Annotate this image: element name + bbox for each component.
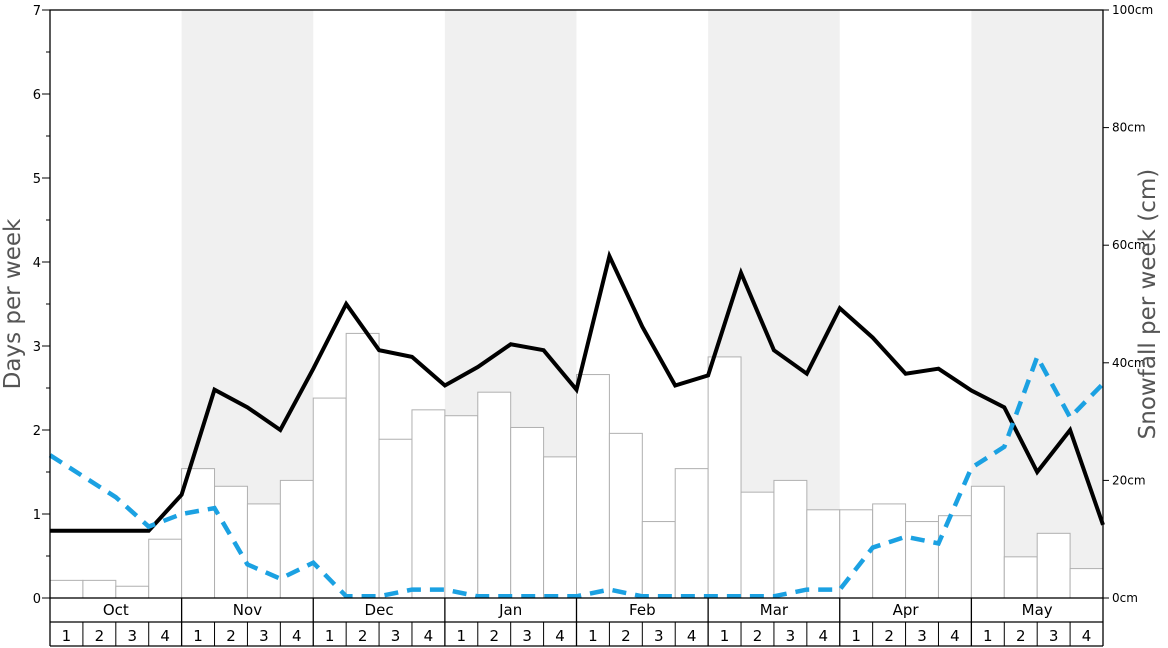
week-label: 1 (983, 627, 993, 645)
week-label: 2 (1016, 627, 1026, 645)
snowfall-bar (214, 485, 248, 599)
snowfall-bar (608, 432, 643, 599)
right-tick-label: 60cm (1112, 238, 1146, 252)
week-label: 1 (588, 627, 598, 645)
snowfall-bar (246, 503, 281, 599)
right-axis: 0cm 20cm 40cm 60cm 80cm 100cm (1103, 3, 1153, 605)
month-label: Apr (893, 601, 920, 619)
solid-series-line (50, 250, 1105, 533)
week-label: 3 (1049, 627, 1059, 645)
series-lines (48, 250, 1105, 599)
month-label: Nov (233, 601, 262, 619)
snowfall-bar (510, 426, 545, 599)
snowfall-bar (477, 391, 512, 599)
snowfall-bar (49, 579, 84, 599)
snowfall-bar (411, 409, 446, 599)
week-label: 1 (193, 627, 203, 645)
week-label: 3 (917, 627, 927, 645)
week-label: 1 (325, 627, 335, 645)
week-label: 2 (226, 627, 236, 645)
month-label: Oct (103, 601, 129, 619)
week-label: 3 (786, 627, 796, 645)
snowfall-bar (905, 521, 939, 599)
week-label: 1 (851, 627, 861, 645)
week-label: 4 (424, 627, 434, 645)
snowfall-bar (115, 585, 150, 599)
left-tick-label: 2 (33, 424, 41, 439)
right-tick-label: 100cm (1112, 3, 1153, 17)
week-label: 2 (358, 627, 368, 645)
snowfall-bar (378, 438, 413, 599)
left-tick-label: 6 (33, 88, 41, 103)
snowfall-bar (740, 491, 775, 599)
right-axis-label: Snowfall per week (cm) (1135, 169, 1161, 440)
snowfall-bar (707, 356, 742, 599)
week-label: 2 (489, 627, 499, 645)
week-label: 2 (753, 627, 763, 645)
left-tick-label: 7 (33, 4, 41, 19)
week-label: 4 (950, 627, 960, 645)
snowfall-bar (444, 415, 479, 599)
month-label: Jan (498, 601, 522, 619)
week-label: 1 (457, 627, 467, 645)
left-tick-label: 4 (33, 256, 41, 271)
right-tick-label: 0cm (1112, 591, 1138, 605)
left-tick-label: 5 (33, 172, 41, 187)
week-label: 1 (720, 627, 730, 645)
snowfall-bar (937, 515, 972, 599)
left-tick-label: 3 (33, 340, 41, 355)
week-label: 2 (884, 627, 894, 645)
right-tick-label: 20cm (1112, 473, 1146, 487)
week-label: 2 (621, 627, 631, 645)
week-label: 4 (819, 627, 829, 645)
snowfall-bar (872, 503, 907, 599)
snowfall-bar (970, 485, 1005, 599)
snowfall-bar (279, 479, 314, 599)
x-axis-table: Oct 1 2 3 4 Nov 1 2 3 4 Dec 1 2 3 4 Jan 1 2 3 4 Feb 1 2 3 4 Mar 1 2… (49, 598, 1104, 647)
dashed-series-line (48, 351, 1105, 599)
left-axis: 0 1 2 3 4 5 6 7 (33, 4, 50, 607)
snowfall-bar (82, 579, 117, 599)
week-label: 3 (522, 627, 532, 645)
month-label: May (1022, 601, 1053, 619)
snowfall-bar (148, 538, 183, 599)
week-label: 4 (687, 627, 697, 645)
month-label: Feb (629, 601, 656, 619)
month-label: Dec (365, 601, 394, 619)
snowfall-bar (576, 374, 610, 599)
snowfall-bar (806, 509, 841, 599)
week-label: 4 (555, 627, 565, 645)
snowfall-bar (543, 456, 577, 599)
month-label: Mar (760, 601, 789, 619)
snowfall-bar (1003, 556, 1038, 599)
snowfall-bar (181, 468, 216, 599)
left-axis-label: Days per week (0, 218, 26, 389)
week-label: 3 (654, 627, 664, 645)
snowfall-bar (773, 479, 808, 599)
week-label: 3 (259, 627, 269, 645)
week-label: 1 (62, 627, 72, 645)
snowfall-bars (49, 332, 1104, 599)
week-label: 2 (95, 627, 105, 645)
snowfall-bar (674, 468, 709, 599)
week-label: 4 (1082, 627, 1092, 645)
week-label: 4 (160, 627, 170, 645)
snowfall-bar (641, 521, 676, 599)
snowfall-bar (1036, 532, 1071, 599)
snowfall-bar (1069, 568, 1104, 599)
week-label: 3 (127, 627, 137, 645)
right-tick-label: 40cm (1112, 356, 1146, 370)
left-tick-label: 0 (33, 592, 41, 607)
right-tick-label: 80cm (1112, 121, 1146, 135)
left-tick-label: 1 (33, 508, 41, 523)
week-label: 3 (391, 627, 401, 645)
snowfall-bar (345, 332, 380, 599)
week-label: 4 (292, 627, 302, 645)
